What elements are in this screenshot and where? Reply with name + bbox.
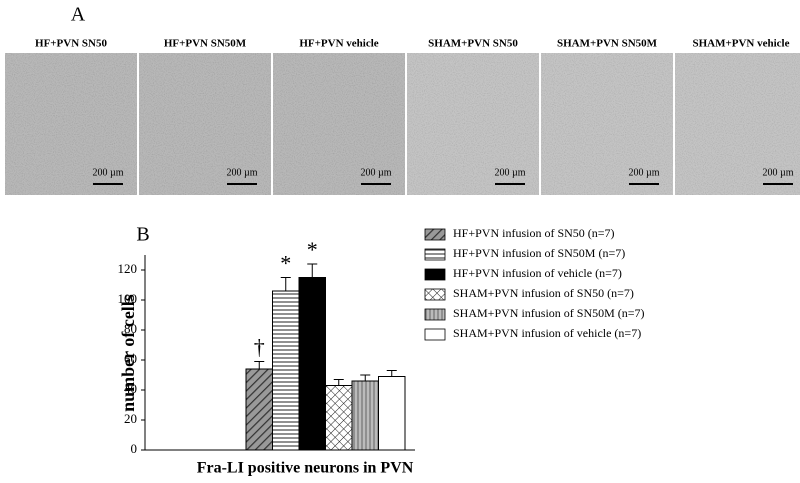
legend-swatch <box>424 268 446 281</box>
y-tick-label: 60 <box>124 351 137 366</box>
scale-bar-label: 200 µm <box>226 167 257 178</box>
bar <box>351 380 379 451</box>
legend-label: SHAM+PVN infusion of SN50 (n=7) <box>453 286 634 300</box>
micrograph-texture <box>541 53 673 195</box>
significance-marker: * <box>280 251 291 276</box>
error-bar <box>280 277 291 291</box>
x-axis-label: Fra-LI positive neurons in PVN <box>197 460 414 477</box>
bar <box>272 290 300 451</box>
image-caption: SHAM+PVN SN50M <box>557 38 658 50</box>
micrograph-texture <box>273 53 405 195</box>
legend-label: HF+PVN infusion of SN50 (n=7) <box>453 226 615 240</box>
micrograph-texture <box>675 53 800 195</box>
legend-label: SHAM+PVN infusion of SN50M (n=7) <box>453 306 645 320</box>
image-caption: SHAM+PVN SN50 <box>428 38 518 50</box>
scale-bar-label: 200 µm <box>628 167 659 178</box>
legend-swatch <box>424 248 446 261</box>
bar <box>378 376 406 451</box>
y-tick-label: 120 <box>118 261 138 276</box>
bar <box>298 277 326 451</box>
micrograph-texture <box>407 53 539 195</box>
scale-bar-label: 200 µm <box>494 167 525 178</box>
error-bar <box>307 263 318 278</box>
micrograph-texture <box>139 53 271 195</box>
error-bar <box>360 374 371 381</box>
panel-label: A <box>71 4 86 26</box>
bar <box>325 385 353 451</box>
error-bar <box>333 379 344 386</box>
legend-swatch <box>424 228 446 241</box>
legend-label: SHAM+PVN infusion of vehicle (n=7) <box>453 326 641 340</box>
legend-label: HF+PVN infusion of SN50M (n=7) <box>453 246 625 260</box>
scale-bar-label: 200 µm <box>762 167 793 178</box>
bar <box>245 368 273 451</box>
error-bar <box>254 361 265 369</box>
legend-swatch <box>424 328 446 341</box>
scale-bar-label: 200 µm <box>92 167 123 178</box>
image-caption: SHAM+PVN vehicle <box>692 38 789 50</box>
panel-label: B <box>136 224 149 246</box>
legend-label: HF+PVN infusion of vehicle (n=7) <box>453 266 622 280</box>
y-tick-label: 100 <box>118 291 138 306</box>
micrograph-texture <box>5 53 137 195</box>
significance-marker: * <box>307 237 318 262</box>
legend-swatch <box>424 288 446 301</box>
y-tick-label: 20 <box>124 411 137 426</box>
y-tick-label: 0 <box>131 441 138 456</box>
scale-bar-label: 200 µm <box>360 167 391 178</box>
significance-marker: † <box>254 335 265 360</box>
y-axis-label: number of cells <box>118 294 138 412</box>
image-caption: HF+PVN SN50M <box>164 38 247 50</box>
error-bar <box>386 370 397 377</box>
image-caption: HF+PVN vehicle <box>299 38 378 50</box>
legend-swatch <box>424 308 446 321</box>
y-tick-label: 80 <box>124 321 137 336</box>
y-tick-label: 40 <box>124 381 137 396</box>
image-caption: HF+PVN SN50 <box>35 38 107 50</box>
